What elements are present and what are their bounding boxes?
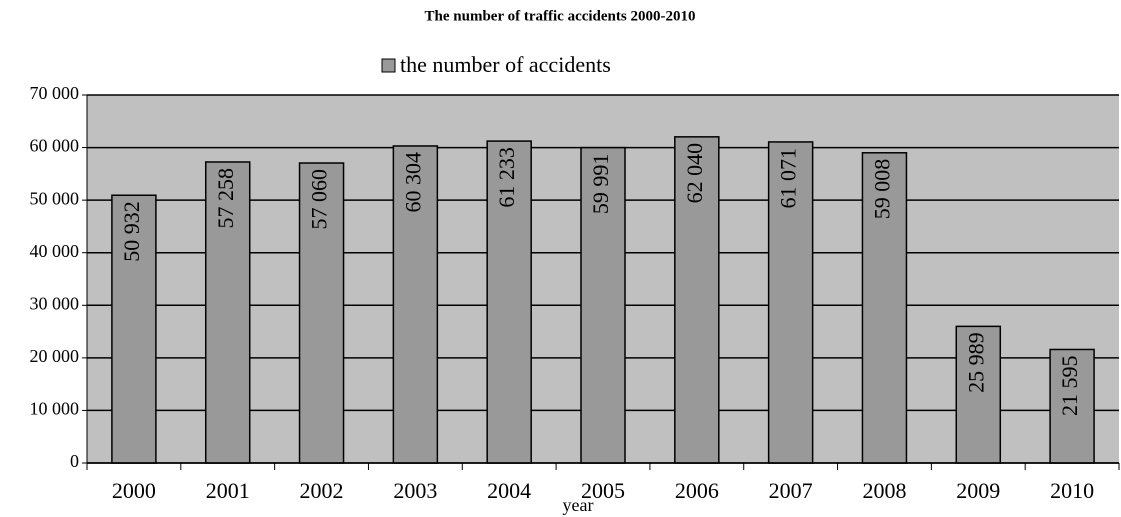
y-tick-label: 70 000 <box>30 83 80 103</box>
x-tick-label: 2001 <box>206 478 250 503</box>
x-tick-label: 2008 <box>862 478 906 503</box>
data-label: 25 989 <box>963 332 988 393</box>
data-label: 57 060 <box>307 169 332 230</box>
x-tick-label: 2007 <box>769 478 813 503</box>
y-tick-label: 50 000 <box>30 188 80 208</box>
data-label: 62 040 <box>682 143 707 204</box>
bar <box>486 140 532 464</box>
legend-swatch <box>381 58 396 73</box>
bar <box>955 325 1002 464</box>
bar <box>392 145 439 464</box>
bar <box>861 152 908 464</box>
data-label: 59 991 <box>588 154 613 215</box>
bar <box>674 136 720 464</box>
bar <box>111 194 157 464</box>
x-tick-label: 2003 <box>393 478 437 503</box>
y-tick-label: 60 000 <box>30 136 80 156</box>
x-tick-label: 2010 <box>1050 478 1094 503</box>
y-tick-label: 20 000 <box>30 346 80 366</box>
x-tick-label: 2002 <box>300 478 344 503</box>
x-tick-label: 2000 <box>112 478 156 503</box>
x-tick-label: 2005 <box>581 478 625 503</box>
data-label: 61 233 <box>494 147 519 208</box>
bar <box>580 146 626 464</box>
bar <box>1049 348 1095 464</box>
data-label: 21 595 <box>1057 355 1082 416</box>
y-tick-label: 0 <box>70 451 79 471</box>
data-label: 61 071 <box>776 148 801 209</box>
y-tick-label: 40 000 <box>30 241 80 261</box>
x-tick-label: 2009 <box>956 478 1000 503</box>
chart-title: The number of traffic accidents 2000-201… <box>425 8 696 24</box>
x-tick-label: 2004 <box>487 478 531 503</box>
data-label: 60 304 <box>400 152 425 213</box>
legend-label: the number of accidents <box>400 52 611 77</box>
data-label: 50 932 <box>119 201 144 262</box>
x-axis-label: year <box>563 495 594 515</box>
bar <box>204 161 251 464</box>
y-tick-label: 30 000 <box>30 293 80 313</box>
x-tick-label: 2006 <box>675 478 719 503</box>
bar <box>767 141 814 464</box>
y-tick-label: 10 000 <box>30 399 80 419</box>
data-label: 57 258 <box>213 168 238 229</box>
data-label: 59 008 <box>870 159 895 220</box>
